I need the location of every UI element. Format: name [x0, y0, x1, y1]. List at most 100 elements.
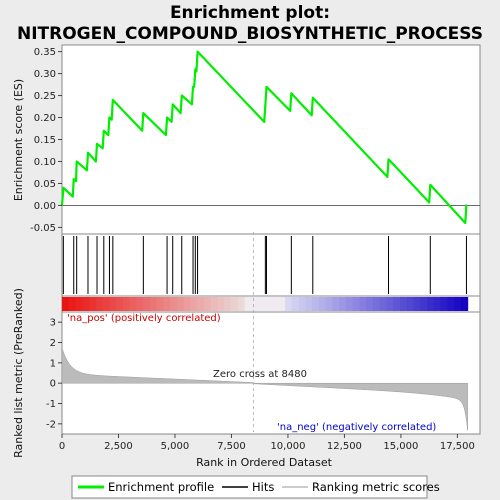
x-tick-label: 15,000 [383, 441, 418, 452]
colorbar-segment [447, 297, 455, 311]
metric-y-tick-label: 2 [50, 338, 56, 349]
es-y-tick-label: 0.15 [34, 135, 56, 146]
metric-panel [61, 311, 481, 435]
colorbar-segment [264, 297, 273, 311]
colorbar-segment [379, 297, 388, 311]
positive-correlated-label: 'na_pos' (positively correlated) [67, 313, 221, 324]
colorbar-segment [143, 297, 151, 311]
metric-y-tick-label: -2 [46, 419, 56, 430]
colorbar-segment [386, 297, 394, 311]
colorbar-segment [203, 297, 212, 311]
colorbar-segment [217, 297, 225, 311]
colorbar-segment [237, 297, 246, 311]
legend-metric-label: Ranking metric scores [312, 480, 440, 494]
colorbar-segment [190, 297, 198, 311]
colorbar-segment [345, 297, 354, 311]
colorbar-segment [109, 297, 117, 311]
es-y-tick-label: -0.05 [30, 223, 56, 234]
colorbar-segment [163, 297, 171, 311]
colorbar-segment [62, 297, 70, 311]
es-y-axis: -0.05 0.00 0.05 0.10 0.15 0.20 0.25 0.30 0.35 [30, 47, 62, 234]
colorbar-segment [102, 297, 110, 311]
colorbar-segment [95, 297, 104, 311]
x-tick-label: 2,500 [104, 441, 133, 452]
metric-y-tick-label: 3 [50, 318, 56, 329]
colorbar-segment [136, 297, 144, 311]
legend-box [71, 475, 428, 499]
metric-layer [61, 232, 468, 432]
chart-title-line1: Enrichment plot: [170, 3, 330, 23]
colorbar-segment [318, 297, 327, 311]
colorbar-segment [420, 297, 428, 311]
colorbar-segment [427, 297, 435, 311]
colorbar-segment [406, 297, 415, 311]
colorbar-segment [149, 297, 158, 311]
colorbar-segment [244, 297, 252, 311]
x-tick-label: 0 [59, 441, 65, 452]
colorbar-segment [433, 297, 442, 311]
es-y-tick-label: 0.35 [34, 47, 56, 58]
colorbar-segment [122, 297, 131, 311]
colorbar-segment [68, 297, 77, 311]
x-axis-label: Rank in Ordered Dataset [196, 456, 333, 469]
colorbar-segment [116, 297, 124, 311]
colorbar-segment [251, 297, 259, 311]
x-tick-label: 17,500 [440, 441, 475, 452]
colorbar-segment [399, 297, 408, 311]
colorbar-segment [129, 297, 137, 311]
colorbar-segment [305, 297, 313, 311]
metric-y-axis: -2 -1 0 1 2 3 [46, 318, 62, 430]
es-layer [60, 50, 480, 225]
colorbar-segment [183, 297, 192, 311]
chart-title-line2: NITROGEN_COMPOUND_BIOSYNTHETIC_PROCESS [17, 24, 483, 44]
es-y-tick-label: 0.05 [34, 179, 56, 190]
colorbar-segment [271, 297, 279, 311]
colorbar-segment [325, 297, 333, 311]
colorbar-segment [366, 297, 374, 311]
colorbar-segment [454, 297, 462, 311]
metric-y-tick-label: 1 [50, 358, 56, 369]
metric-y-axis-label: Ranked list metric (PreRanked) [12, 288, 25, 458]
metric-y-tick-label: 0 [50, 379, 56, 390]
colorbar-segment [230, 297, 239, 311]
colorbar-segment [197, 297, 205, 311]
colorbar-segment [210, 297, 219, 311]
es-y-axis-label: Enrichment score (ES) [12, 79, 25, 201]
x-tick-label: 7,500 [217, 441, 246, 452]
colorbar-segment [393, 297, 401, 311]
negative-correlated-label: 'na_neg' (negatively correlated) [277, 422, 436, 433]
x-axis: 0 2,500 5,000 7,500 10,000 12,500 15,000 17,500 [59, 434, 475, 452]
x-tick-label: 12,500 [327, 441, 362, 452]
colorbar-segment [440, 297, 448, 311]
metric-y-tick-label: -1 [46, 399, 56, 410]
legend-es-label: Enrichment profile [108, 480, 214, 494]
hits-panel [61, 233, 481, 297]
ranking-metric-area [61, 347, 468, 431]
colorbar-segment [156, 297, 164, 311]
legend-hits-label: Hits [252, 480, 274, 494]
hits-layer [62, 236, 467, 294]
colorbar-segment [82, 297, 90, 311]
colorbar-segment [291, 297, 300, 311]
colorbar-segment [372, 297, 381, 311]
colorbar-segment [170, 297, 178, 311]
es-y-tick-label: 0.10 [34, 157, 56, 168]
colorbar-segment [258, 297, 266, 311]
colorbar-segment [413, 297, 421, 311]
colorbar-segment [332, 297, 340, 311]
es-y-tick-label: 0.25 [34, 91, 56, 102]
colorbar-segment [312, 297, 320, 311]
x-tick-label: 5,000 [161, 441, 190, 452]
colorbar-segment [89, 297, 97, 311]
colorbar-segment [224, 297, 232, 311]
colorbar-segment [176, 297, 185, 311]
colorbar-segment [75, 297, 83, 311]
zero-cross-label: Zero cross at 8480 [213, 369, 307, 380]
colorbar-segment [460, 297, 469, 311]
es-y-tick-label: 0.30 [34, 69, 56, 80]
colorbar-segment [352, 297, 361, 311]
colorbar-segment [285, 297, 293, 311]
es-y-tick-label: 0.00 [34, 201, 56, 212]
colorbar-segment [298, 297, 306, 311]
